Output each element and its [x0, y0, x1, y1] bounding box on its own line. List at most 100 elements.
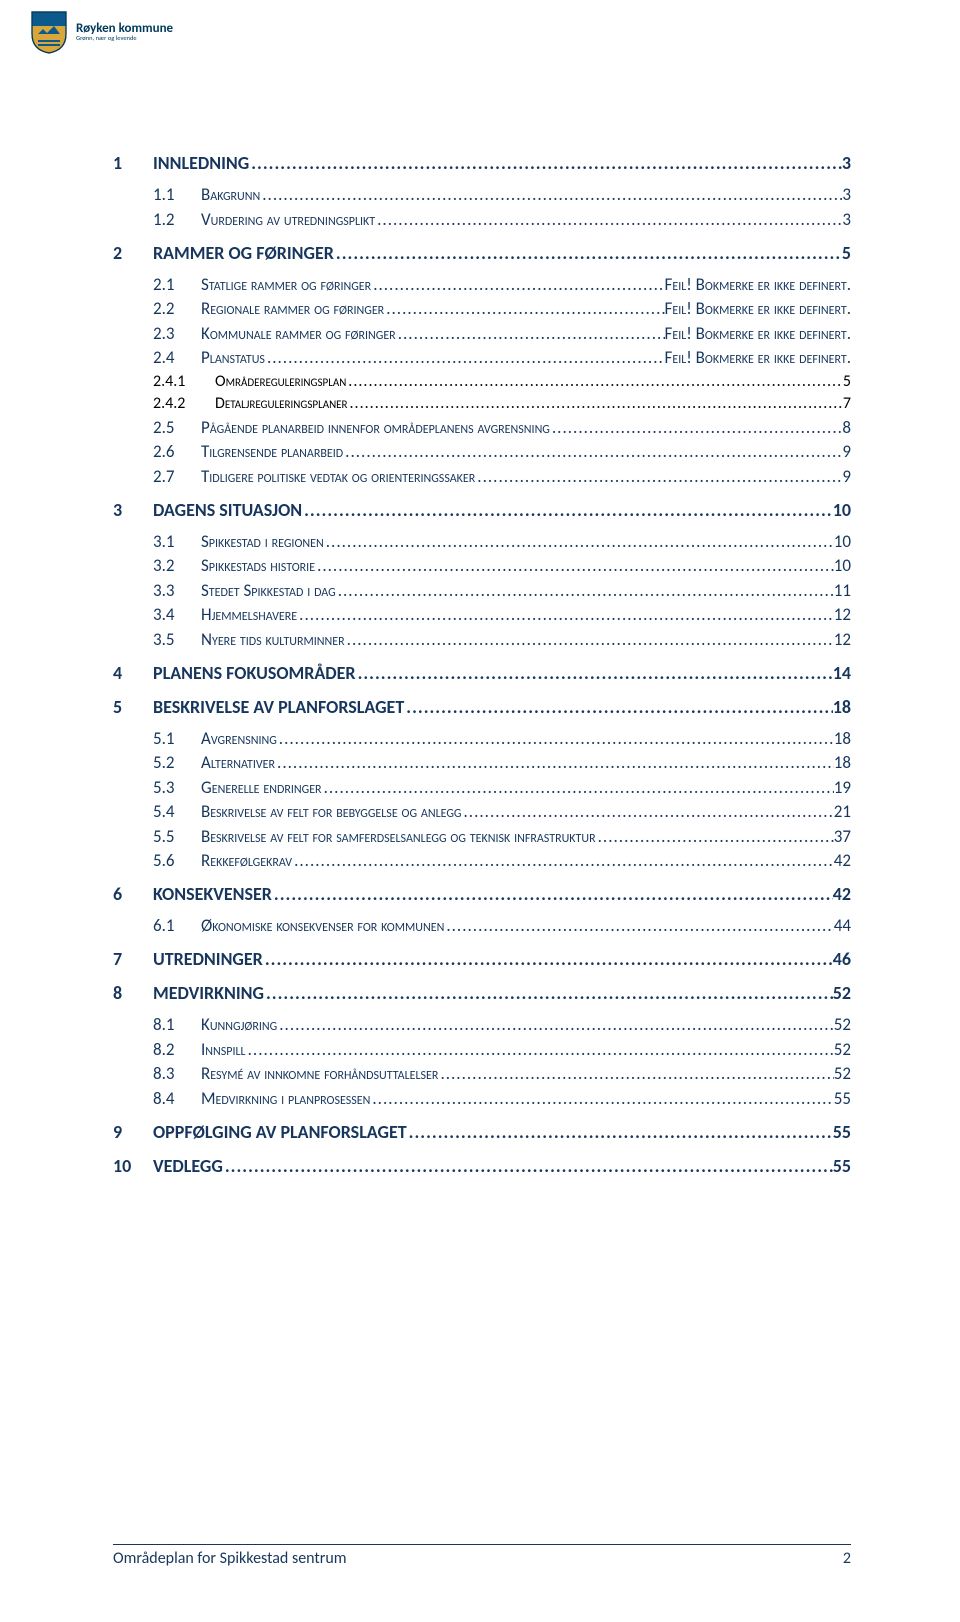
toc-entry-number: 2.5: [153, 417, 201, 438]
toc-leader-dots: [384, 298, 664, 319]
toc-entry-number: 5.3: [153, 777, 201, 798]
toc-entry-title: Pågående planarbeid innenfor områdeplane…: [201, 417, 550, 438]
toc-entry-number: 8.2: [153, 1039, 201, 1060]
toc-entry: 3.5Nyere tids kulturminner12: [153, 629, 851, 650]
toc-entry-page: 18: [834, 752, 851, 773]
toc-entry-number: 3.1: [153, 531, 201, 552]
toc-leader-dots: [265, 347, 665, 368]
toc-leader-dots: [246, 1039, 834, 1060]
toc-entry-title: Spikkestad i regionen: [201, 531, 324, 552]
toc-entry-page: 11: [834, 580, 851, 601]
toc-entry-page: Feil! Bokmerke er ikke definert.: [665, 323, 851, 344]
toc-leader-dots: [324, 531, 834, 552]
toc-entry: 2.3Kommunale rammer og føringerFeil! Bok…: [153, 323, 851, 344]
toc-leader-dots: [272, 883, 833, 905]
toc-entry: 5.2Alternativer18: [153, 752, 851, 773]
toc-entry: 5.3Generelle endringer 19: [153, 777, 851, 798]
toc-entry-page: 19: [834, 777, 851, 798]
toc-leader-dots: [336, 580, 834, 601]
toc-entry-number: 1: [113, 152, 153, 174]
toc-entry-title: Økonomiske konsekvenser for kommunen: [201, 915, 444, 936]
toc-leader-dots: [444, 915, 833, 936]
toc-leader-dots: [346, 372, 843, 391]
toc-entry-number: 3.4: [153, 604, 201, 625]
toc-entry-title: Beskrivelse av felt for samferdselsanleg…: [201, 826, 596, 847]
toc-entry: 2.6Tilgrensende planarbeid9: [153, 441, 851, 462]
toc-entry-number: 8.1: [153, 1014, 201, 1035]
toc-leader-dots: [356, 662, 833, 684]
toc-entry: 1INNLEDNING3: [113, 152, 851, 174]
toc-leader-dots: [404, 696, 832, 718]
toc-entry-title: Nyere tids kulturminner: [201, 629, 345, 650]
toc-leader-dots: [277, 1014, 834, 1035]
toc-entry-page: 12: [834, 629, 851, 650]
toc-leader-dots: [322, 777, 834, 798]
toc-entry-number: 2.7: [153, 466, 201, 487]
toc-entry-title: Resymé av innkomne forhåndsuttalelser: [201, 1063, 438, 1084]
toc-entry-page: 18: [834, 728, 851, 749]
toc-entry-title: Avgrensning: [201, 728, 277, 749]
toc-entry-title: Alternativer: [201, 752, 275, 773]
toc-entry-number: 8: [113, 982, 153, 1004]
toc-entry-title: Vurdering av utredningsplikt: [201, 209, 375, 230]
org-name: Røyken kommune: [76, 22, 173, 36]
toc-leader-dots: [292, 850, 834, 871]
toc-leader-dots: [371, 274, 664, 295]
toc-entry-number: 5.1: [153, 728, 201, 749]
toc-entry-page: 9: [842, 441, 851, 462]
toc-entry-number: 2.4.1: [153, 372, 215, 391]
toc-entry-page: 52: [834, 1014, 851, 1035]
table-of-contents: 1INNLEDNING31.1Bakgrunn31.2Vurdering av …: [113, 152, 851, 1187]
toc-leader-dots: [260, 184, 842, 205]
toc-entry-page: 10: [834, 555, 851, 576]
toc-entry-number: 2.4: [153, 347, 201, 368]
toc-entry-page: 44: [834, 915, 851, 936]
toc-entry-page: Feil! Bokmerke er ikke definert.: [665, 274, 851, 295]
toc-entry: 4PLANENS FOKUSOMRÅDER14: [113, 662, 851, 684]
toc-entry-number: 8.3: [153, 1063, 201, 1084]
toc-entry-page: 10: [834, 531, 851, 552]
toc-entry-number: 1.1: [153, 184, 201, 205]
toc-entry-page: 52: [834, 1063, 851, 1084]
toc-entry-title: Tidligere politiske vedtak og orienterin…: [201, 466, 475, 487]
toc-entry-number: 2: [113, 242, 153, 264]
toc-leader-dots: [263, 948, 833, 970]
toc-entry: 5.1Avgrensning 18: [153, 728, 851, 749]
toc-leader-dots: [596, 826, 834, 847]
toc-entry-title: DAGENS SITUASJON: [153, 499, 302, 521]
logo: Røyken kommune Grønn, nær og levende: [30, 10, 960, 54]
toc-leader-dots: [348, 394, 843, 413]
toc-entry-page: 21: [834, 801, 851, 822]
toc-entry: 3.3Stedet Spikkestad i dag11: [153, 580, 851, 601]
toc-entry-number: 6.1: [153, 915, 201, 936]
toc-entry-number: 2.1: [153, 274, 201, 295]
header: Røyken kommune Grønn, nær og levende: [0, 0, 960, 60]
toc-entry-page: 18: [833, 696, 851, 718]
toc-leader-dots: [345, 629, 834, 650]
toc-leader-dots: [396, 323, 665, 344]
toc-entry-number: 2.4.2: [153, 394, 215, 413]
toc-entry-title: UTREDNINGER: [153, 948, 263, 970]
toc-entry: 5.6Rekkefølgekrav42: [153, 850, 851, 871]
toc-leader-dots: [315, 555, 834, 576]
toc-entry-title: KONSEKVENSER: [153, 883, 272, 905]
toc-entry-page: 52: [834, 1039, 851, 1060]
toc-entry: 5BESKRIVELSE AV PLANFORSLAGET18: [113, 696, 851, 718]
toc-entry-title: Tilgrensende planarbeid: [201, 441, 343, 462]
toc-leader-dots: [334, 242, 842, 264]
toc-entry: 2RAMMER OG FØRINGER5: [113, 242, 851, 264]
toc-entry-title: VEDLEGG: [153, 1155, 223, 1177]
toc-entry-page: 10: [833, 499, 851, 521]
footer-title: Områdeplan for Spikkestad sentrum: [113, 1549, 347, 1568]
toc-entry-title: Kommunale rammer og føringer: [201, 323, 396, 344]
toc-entry-title: INNLEDNING: [153, 152, 249, 174]
toc-entry-title: Generelle endringer: [201, 777, 322, 798]
toc-entry-title: RAMMER OG FØRINGER: [153, 242, 334, 264]
toc-leader-dots: [297, 604, 834, 625]
toc-entry-title: PLANENS FOKUSOMRÅDER: [153, 662, 356, 684]
toc-entry: 3.1Spikkestad i regionen 10: [153, 531, 851, 552]
toc-entry-number: 3: [113, 499, 153, 521]
toc-entry-title: Rekkefølgekrav: [201, 850, 292, 871]
toc-entry: 8MEDVIRKNING52: [113, 982, 851, 1004]
toc-entry: 3.4Hjemmelshavere12: [153, 604, 851, 625]
